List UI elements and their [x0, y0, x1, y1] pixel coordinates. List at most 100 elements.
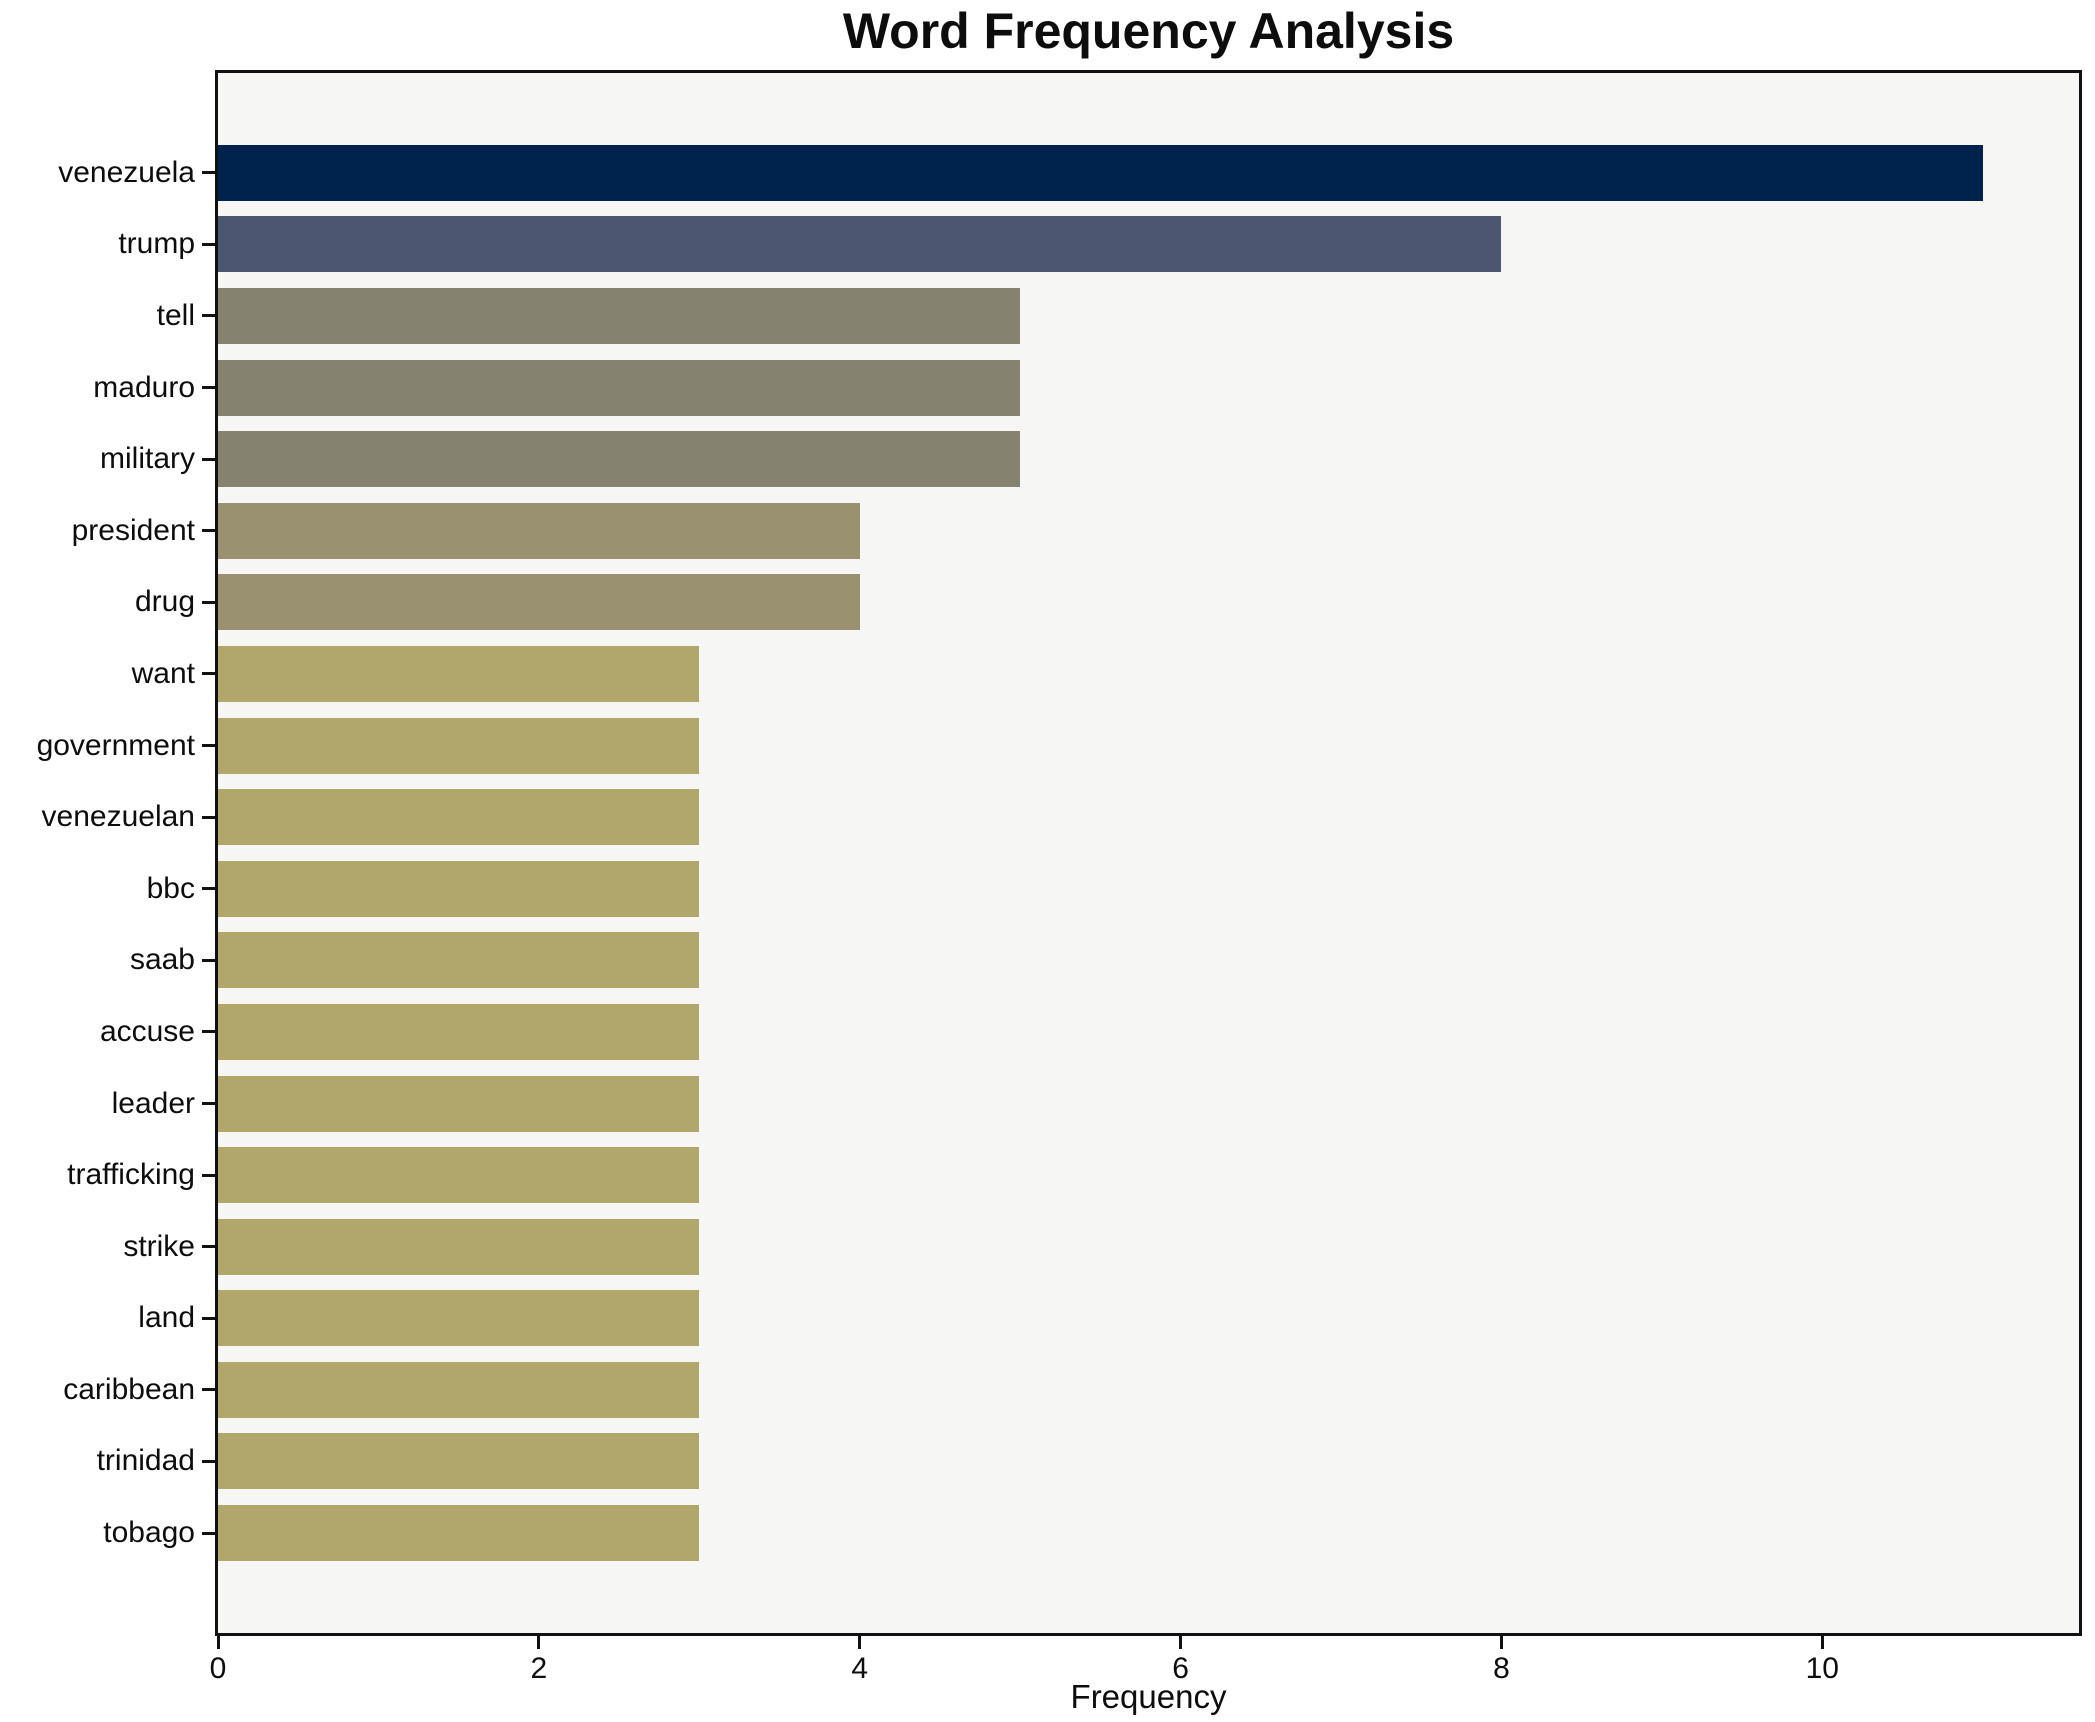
bar-row-strike: [218, 1211, 2079, 1283]
y-tick-mark: [202, 1316, 215, 1320]
bar-row-tobago: [218, 1497, 2079, 1569]
bar-row-military: [218, 423, 2079, 495]
x-tick-label-10: 10: [1805, 1652, 1839, 1685]
bar-row-venezuela: [218, 137, 2079, 209]
y-tick-label-trinidad: trinidad: [96, 1444, 195, 1478]
y-tick-mark: [202, 1245, 215, 1249]
y-tick-row-land: land: [0, 1283, 215, 1355]
bar-row-tell: [218, 280, 2079, 352]
y-tick-row-caribbean: caribbean: [0, 1354, 215, 1426]
y-tick-label-maduro: maduro: [93, 370, 195, 404]
y-tick-label-leader: leader: [111, 1086, 195, 1120]
bar-row-caribbean: [218, 1354, 2079, 1426]
bar-row-venezuelan: [218, 781, 2079, 853]
y-tick-mark: [202, 958, 215, 962]
y-tick-row-strike: strike: [0, 1211, 215, 1283]
bar-venezuela: [218, 144, 1983, 201]
y-tick-label-venezuelan: venezuelan: [41, 800, 195, 834]
y-tick-mark: [202, 171, 215, 175]
y-tick-row-want: want: [0, 638, 215, 710]
y-tick-label-government: government: [36, 728, 195, 762]
bar-venezuelan: [218, 789, 700, 846]
bar-saab: [218, 932, 700, 989]
y-tick-label-caribbean: caribbean: [63, 1372, 195, 1406]
x-tick-label-6: 6: [1172, 1652, 1189, 1685]
y-tick-row-saab: saab: [0, 925, 215, 997]
y-tick-label-military: military: [100, 442, 195, 476]
y-tick-row-president: president: [0, 495, 215, 567]
bar-trinidad: [218, 1433, 700, 1490]
bar-row-president: [218, 495, 2079, 567]
x-tick-mark: [1499, 1636, 1503, 1649]
x-tick-label-8: 8: [1493, 1652, 1510, 1685]
bar-row-land: [218, 1283, 2079, 1355]
y-tick-row-leader: leader: [0, 1068, 215, 1140]
y-tick-row-military: military: [0, 423, 215, 495]
x-tick-label-2: 2: [530, 1652, 548, 1685]
y-tick-label-trafficking: trafficking: [67, 1158, 195, 1192]
y-tick-row-tobago: tobago: [0, 1497, 215, 1569]
y-tick-row-trinidad: trinidad: [0, 1426, 215, 1498]
bar-want: [218, 645, 700, 702]
y-tick-mark: [202, 1531, 215, 1535]
bar-row-saab: [218, 925, 2079, 997]
bar-row-trump: [218, 209, 2079, 281]
x-tick-mark: [858, 1636, 862, 1649]
bar-trafficking: [218, 1147, 700, 1204]
y-tick-label-tell: tell: [156, 298, 195, 332]
bar-drug: [218, 574, 860, 631]
plot-area: [215, 70, 2082, 1636]
bar-leader: [218, 1075, 700, 1132]
y-tick-row-maduro: maduro: [0, 352, 215, 424]
y-tick-mark: [202, 386, 215, 390]
y-tick-label-want: want: [131, 656, 195, 690]
bar-row-drug: [218, 567, 2079, 639]
x-axis-label: Frequency: [1070, 1678, 1227, 1715]
x-tick-label-0: 0: [209, 1652, 227, 1685]
bar-government: [218, 717, 700, 774]
y-tick-mark: [202, 1030, 215, 1034]
y-tick-mark: [202, 1173, 215, 1177]
y-tick-row-venezuelan: venezuelan: [0, 781, 215, 853]
bar-row-leader: [218, 1068, 2079, 1140]
y-tick-mark: [202, 887, 215, 891]
y-tick-row-accuse: accuse: [0, 996, 215, 1068]
y-tick-row-drug: drug: [0, 567, 215, 639]
x-tick-mark: [1820, 1636, 1824, 1649]
y-tick-mark: [202, 1459, 215, 1463]
y-tick-label-bbc: bbc: [146, 871, 195, 905]
bar-president: [218, 502, 860, 559]
bar-trump: [218, 216, 1502, 273]
bar-row-maduro: [218, 352, 2079, 424]
x-tick-mark: [537, 1636, 541, 1649]
x-axis: 0 2 4 6 8 10: [210, 1636, 2079, 1696]
bar-row-trinidad: [218, 1426, 2079, 1498]
bars-container: [218, 73, 2079, 1633]
y-axis-labels: venezuela trump tell maduro military presiden…: [0, 73, 215, 1633]
y-tick-label-land: land: [138, 1301, 195, 1335]
bar-row-accuse: [218, 996, 2079, 1068]
y-tick-mark: [202, 457, 215, 461]
y-tick-mark: [202, 529, 215, 533]
y-tick-label-accuse: accuse: [99, 1014, 195, 1048]
bar-strike: [218, 1218, 700, 1275]
bar-military: [218, 431, 1021, 488]
y-tick-row-trump: trump: [0, 209, 215, 281]
y-tick-label-president: president: [71, 513, 195, 547]
chart-title: Word Frequency Analysis: [842, 3, 1455, 59]
bar-maduro: [218, 359, 1021, 416]
y-tick-row-bbc: bbc: [0, 853, 215, 925]
y-tick-label-tobago: tobago: [103, 1516, 195, 1550]
x-tick-mark: [1179, 1636, 1183, 1649]
bar-tell: [218, 287, 1021, 344]
bar-tobago: [218, 1505, 700, 1562]
y-tick-label-saab: saab: [129, 943, 195, 977]
y-tick-label-trump: trump: [118, 227, 195, 261]
bar-caribbean: [218, 1361, 700, 1418]
y-tick-label-drug: drug: [134, 585, 195, 619]
y-tick-label-venezuela: venezuela: [58, 155, 195, 189]
bar-land: [218, 1290, 700, 1347]
y-tick-mark: [202, 314, 215, 318]
y-tick-row-venezuela: venezuela: [0, 137, 215, 209]
